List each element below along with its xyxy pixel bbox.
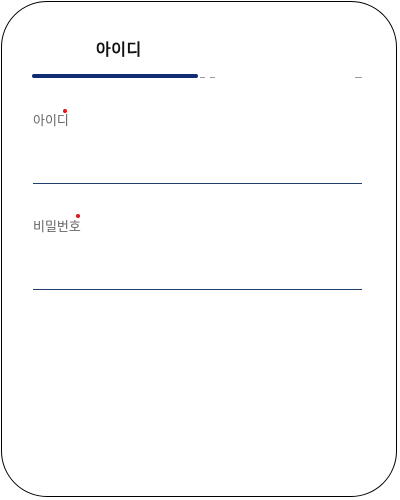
- divider-tick: [355, 77, 362, 78]
- divider-tick: [210, 77, 215, 78]
- active-tab-indicator: [32, 74, 198, 78]
- password-field-label: 비밀번호: [33, 220, 81, 235]
- required-marker-icon: [63, 109, 67, 113]
- id-input[interactable]: [33, 156, 362, 184]
- tab-id-login[interactable]: 아이디: [96, 40, 142, 59]
- password-input[interactable]: [33, 262, 362, 290]
- required-marker-icon: [76, 214, 80, 218]
- divider-tick: [200, 77, 205, 78]
- id-field-label: 아이디: [33, 114, 69, 129]
